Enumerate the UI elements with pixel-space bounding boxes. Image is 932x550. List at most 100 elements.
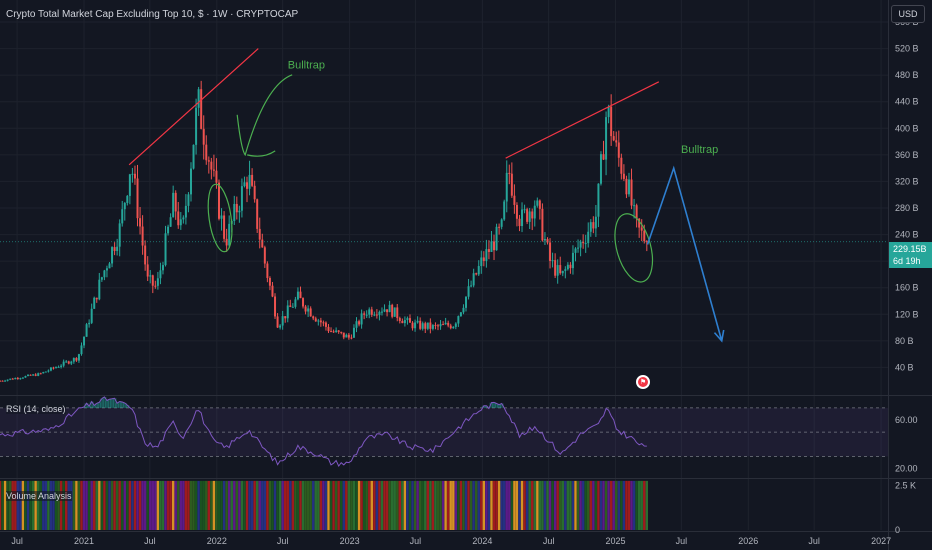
resistance-trendline — [505, 81, 660, 159]
candle — [324, 321, 327, 331]
volume-bar — [317, 480, 320, 530]
price-axis-label: 160 B — [895, 283, 919, 293]
candle-body — [406, 318, 409, 321]
candle-body — [643, 230, 646, 242]
candle-body — [149, 275, 152, 277]
rsi-pane-label[interactable]: RSI (14, close) — [6, 404, 66, 414]
candle — [103, 269, 106, 281]
candle — [521, 202, 524, 233]
candle-body — [493, 241, 496, 251]
candle — [436, 323, 439, 331]
candle — [309, 306, 312, 317]
candle — [383, 304, 386, 313]
volume-bar — [324, 480, 328, 530]
candle — [0, 380, 1, 382]
volume-bar — [332, 480, 335, 530]
candle-body — [459, 312, 462, 317]
candle — [327, 324, 330, 334]
currency-button[interactable]: USD — [891, 5, 925, 23]
volume-bar — [508, 480, 511, 530]
candle — [32, 373, 35, 376]
candle-body — [533, 205, 536, 219]
volume-bar — [3, 480, 7, 530]
volume-bar — [85, 480, 88, 530]
candle — [49, 366, 52, 372]
volume-bar — [154, 480, 157, 530]
candle — [421, 321, 424, 331]
candle-body — [622, 173, 625, 179]
volume-bar — [268, 480, 272, 530]
volume-bar — [515, 480, 519, 530]
volume-bar — [72, 480, 76, 530]
candle-body — [85, 324, 88, 337]
volume-bar — [553, 480, 557, 530]
volume-bar — [413, 480, 417, 530]
candle — [523, 204, 526, 214]
candle-body — [309, 308, 312, 317]
candle-body — [408, 318, 411, 323]
volume-bar — [340, 480, 343, 530]
volume-bar — [469, 480, 473, 530]
volume-bar — [645, 480, 649, 530]
candle-body — [487, 249, 490, 252]
candle — [80, 342, 83, 356]
candle-body — [141, 226, 144, 246]
candle-body — [164, 233, 167, 266]
volume-bar — [24, 480, 27, 530]
candle-body — [77, 354, 80, 361]
candle — [579, 239, 582, 257]
volume-bar — [141, 480, 144, 530]
volume-bar — [42, 480, 45, 530]
time-axis-label: Jul — [277, 536, 289, 546]
candle-body — [187, 194, 190, 206]
candle-body — [640, 227, 643, 231]
volume-bar — [174, 480, 177, 530]
candle — [549, 238, 552, 269]
volume-bar — [128, 480, 132, 530]
volume-bar — [57, 480, 60, 530]
candle — [27, 374, 30, 377]
candle-body — [72, 358, 75, 362]
volume-bar — [561, 480, 564, 530]
volume-bar — [571, 480, 575, 530]
candle — [70, 360, 73, 366]
volume-bar — [497, 480, 501, 530]
volume-bar — [187, 480, 190, 530]
candle — [77, 353, 80, 363]
candle — [599, 151, 602, 186]
candle — [136, 164, 139, 227]
volume-bar — [98, 480, 101, 530]
candle — [503, 199, 506, 221]
candle — [434, 322, 437, 330]
candle — [319, 317, 322, 327]
rsi-overbought-fill — [125, 405, 130, 408]
volume-bar — [632, 480, 636, 530]
volume-bar — [464, 480, 468, 530]
candle-body — [238, 210, 241, 213]
volume-bar — [202, 480, 205, 530]
candle-body — [383, 309, 386, 312]
candle — [141, 215, 144, 255]
candle — [184, 194, 187, 225]
volume-bar — [525, 480, 529, 530]
volume-pane-label[interactable]: Volume Analysis — [6, 491, 72, 501]
candle-body — [513, 195, 516, 205]
candle-body — [27, 374, 30, 377]
bulltrap-stroke — [236, 74, 293, 157]
volume-bar — [93, 480, 96, 530]
volume-bar — [319, 480, 323, 530]
event-flag-icon[interactable]: ⚑ — [636, 375, 650, 389]
candle — [159, 262, 162, 285]
price-axis-label: 520 B — [895, 44, 919, 54]
candle-body — [88, 322, 91, 325]
candle-body — [327, 326, 330, 332]
candle-body — [599, 154, 602, 184]
candle — [531, 208, 534, 231]
volume-bar — [390, 480, 394, 530]
volume-bar — [220, 480, 223, 530]
volume-bar — [630, 480, 633, 530]
candle-body — [594, 216, 597, 229]
bulltrap-stroke — [247, 150, 276, 157]
candle-body — [518, 218, 521, 227]
